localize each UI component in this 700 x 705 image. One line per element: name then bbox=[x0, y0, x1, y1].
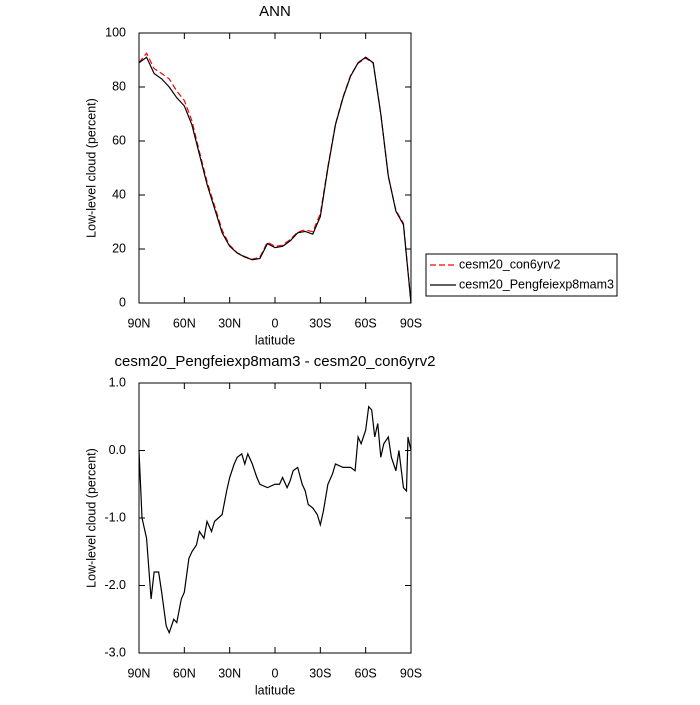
y-tick-label: 100 bbox=[105, 25, 126, 39]
y-tick-label: 20 bbox=[112, 241, 126, 255]
x-tick-label: 90S bbox=[400, 316, 422, 330]
y-tick-label: 40 bbox=[112, 187, 126, 201]
plot-frame bbox=[138, 382, 412, 654]
data-line bbox=[138, 405, 412, 635]
data-line bbox=[138, 56, 412, 304]
y-tick-label: -3.0 bbox=[104, 645, 126, 659]
x-tick-label: 30S bbox=[309, 316, 331, 330]
x-tick-label: 60N bbox=[173, 316, 196, 330]
x-tick-label: 90N bbox=[128, 316, 151, 330]
x-axis-label: latitude bbox=[255, 333, 295, 347]
y-tick-label: -1.0 bbox=[104, 510, 126, 524]
chart-title: cesm20_Pengfeiexp8mam3 - cesm20_con6yrv2 bbox=[115, 353, 436, 370]
x-tick-label: 60S bbox=[355, 316, 377, 330]
x-tick-label: 30N bbox=[218, 316, 241, 330]
y-tick-label: 0.0 bbox=[109, 443, 126, 457]
x-tick-label: 90S bbox=[400, 666, 422, 680]
y-tick-label: 80 bbox=[112, 79, 126, 93]
x-axis-label: latitude bbox=[255, 683, 295, 697]
plot-frame bbox=[138, 32, 412, 304]
x-tick-label: 0 bbox=[272, 316, 279, 330]
y-tick-label: 0 bbox=[119, 295, 126, 309]
x-tick-label: 0 bbox=[272, 666, 279, 680]
legend-label: cesm20_Pengfeiexp8mam3 bbox=[459, 277, 614, 291]
y-tick-label: 60 bbox=[112, 133, 126, 147]
y-tick-label: 1.0 bbox=[109, 375, 126, 389]
x-tick-label: 60S bbox=[355, 666, 377, 680]
y-axis-label: Low-level cloud (percent) bbox=[84, 98, 98, 238]
legend-label: cesm20_con6yrv2 bbox=[459, 257, 560, 271]
x-tick-label: 30N bbox=[218, 666, 241, 680]
y-axis-label: Low-level cloud (percent) bbox=[84, 448, 98, 588]
y-tick-label: -2.0 bbox=[104, 578, 126, 592]
x-tick-label: 60N bbox=[173, 666, 196, 680]
x-tick-label: 90N bbox=[128, 666, 151, 680]
chart-title: ANN bbox=[259, 3, 291, 20]
x-tick-label: 30S bbox=[309, 666, 331, 680]
legend-box bbox=[425, 253, 618, 297]
data-line bbox=[138, 52, 412, 304]
